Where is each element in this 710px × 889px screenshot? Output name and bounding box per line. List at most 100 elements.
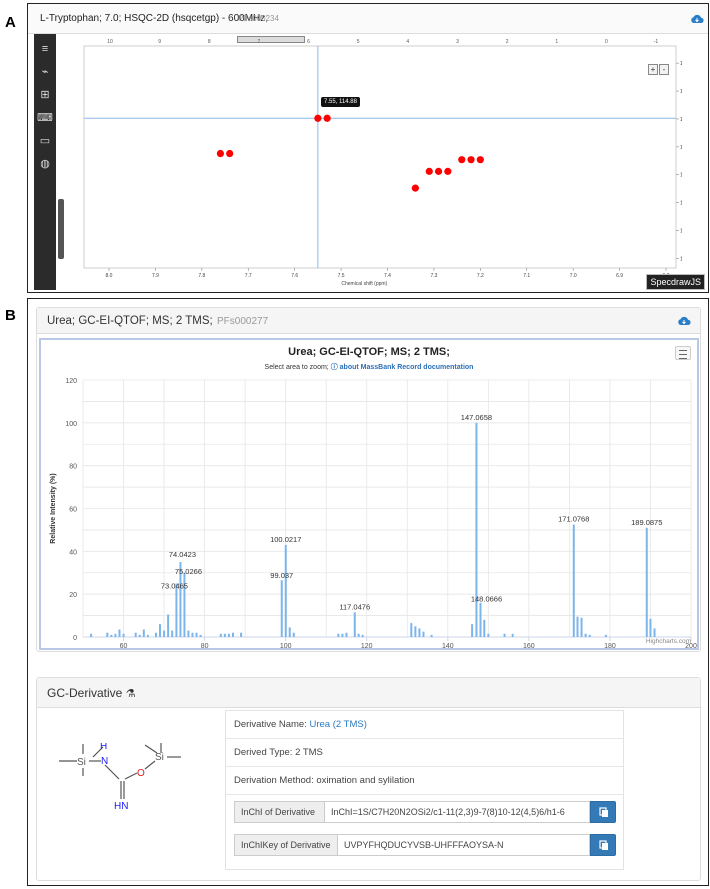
ms-peak-bar [649,618,652,637]
ms-peak-bar [357,633,360,637]
ms-peak-bar [284,544,287,637]
x-tick-label: 160 [523,643,535,648]
inchikey-field[interactable]: UVPYFHQDUCYVSB-UHFFFAOYSA-N [338,834,590,856]
documentation-link[interactable]: about MassBank Record documentation [339,364,474,371]
cloud-download-icon[interactable] [677,316,691,326]
ms-peak-bar [146,634,149,637]
ms-peak-bar [240,632,243,637]
y-tick-label: 100 [65,421,77,428]
right-tick-label: 110 [680,89,682,95]
right-tick-label: 135 [680,229,682,235]
inchi-group: InChI of Derivative InChI=1S/C7H20N2OSi2… [234,801,616,823]
bottom-tick-label: 7.8 [198,273,205,279]
derivation-method-row: Derivation Method: oximation and sylilat… [226,767,623,795]
bottom-tick-label: 8.0 [106,273,113,279]
x-tick-label: 140 [442,643,454,648]
derivative-name-link[interactable]: Urea (2 TMS) [309,719,367,730]
copy-inchi-button[interactable] [590,801,616,823]
globe-icon[interactable]: ◍ [40,158,50,170]
right-tick-label: 115 [680,117,682,123]
right-tick-label: 130 [680,201,682,207]
highcharts-credit[interactable]: Highcharts.com [645,638,691,645]
panel-a-hsqc: L-Tryptophan; 7.0; HSQC-2D (hsqcetgp) - … [27,3,709,293]
hsqc-peak [226,149,234,158]
bottom-tick-label: 7.4 [384,273,391,279]
spectrum-card-header: Urea; GC-EI-QTOF; MS; 2 TMS; PFs000277 [37,308,700,334]
derivative-card: GC-Derivative ⚗ Si H N O Si [36,677,701,881]
grid-icon[interactable]: ⊞ [40,89,50,101]
specdraw-badge[interactable]: SpecdrawJS [646,274,705,290]
inchi-label: InChI of Derivative [234,801,325,823]
y-tick-label: 20 [69,592,77,599]
ms-peak-bar [195,632,198,637]
ms-peak-bar [588,634,591,637]
toolbar-sidebar: ≡ ⌁ ⊞ ⌨ ▭ ◍ [34,34,56,290]
right-tick-label: 120 [680,145,682,151]
cloud-download-icon[interactable] [690,14,704,24]
copy-icon [599,807,608,817]
ms-peak-bar [114,633,117,637]
bottom-tick-label: 7.3 [430,273,437,279]
ms-peak-bar [167,614,170,637]
ms-peak-bar [422,631,425,637]
monitor-icon[interactable]: ▭ [39,135,51,147]
y-tick-label: 60 [69,507,77,514]
atom-h: H [100,743,107,752]
ms-peak-bar [353,612,356,637]
x-tick-label: 80 [201,643,209,648]
derived-type-row: Derived Type: 2 TMS [226,739,623,767]
zoom-controls: + - [648,59,670,77]
plot-frame [83,45,677,269]
derivative-card-title: GC-Derivative ⚗ [47,686,136,700]
chart-menu-button[interactable] [675,346,691,360]
atom-n: N [101,756,108,767]
ms-peak-bar [580,617,583,637]
atom-si-1: Si [77,757,86,768]
top-tick-label: 6 [307,39,310,45]
top-tick-label: 7 [258,39,261,45]
peak-label: 117.0476 [339,602,370,611]
atom-hn: HN [114,801,128,812]
derivative-name-row: Derivative Name: Urea (2 TMS) [226,711,623,739]
bottom-tick-label: 7.6 [291,273,298,279]
ms-peak-bar [118,629,121,637]
ms-peak-bar [159,624,162,637]
ms-peak-bar [430,634,433,637]
hsqc-peak [476,156,484,164]
inchikey-label: InChIKey of Derivative [234,834,338,856]
copy-inchikey-button[interactable] [590,834,616,856]
x-tick-label: 180 [604,643,616,648]
ms-plot-area[interactable]: 0204060801001206080100120140160180200m/z… [41,340,697,648]
panel-b-ms: Urea; GC-EI-QTOF; MS; 2 TMS; PFs000277 U… [27,298,709,886]
ms-peak-bar [191,632,194,637]
ms-peak-bar [154,632,157,637]
bottom-tick-label: 7.1 [523,273,530,279]
top-tick-label: 10 [107,39,113,45]
derivation-method-text: Derivation Method: oximation and sylilat… [234,775,415,786]
keyboard-icon[interactable]: ⌨ [37,112,53,124]
ms-peak-bar [471,624,474,637]
derivative-structure: Si H N O Si HN [59,743,181,812]
ms-peak-bar [227,633,230,637]
ms-chart[interactable]: Urea; GC-EI-QTOF; MS; 2 TMS; Select area… [39,338,699,650]
layers-icon[interactable]: ≡ [41,43,49,55]
zoom-out-button[interactable]: - [659,64,669,75]
inchi-field[interactable]: InChI=1S/C7H20N2OSi2/c1-11(2,3)9-7(8)10-… [325,801,590,823]
zoom-hint: Select area to zoom; [264,364,329,371]
ms-peak-bar [179,562,182,637]
atom-si-2: Si [155,752,164,763]
ms-peak-bar [337,633,340,637]
chart-line-icon[interactable]: ⌁ [41,66,49,78]
vertical-scroll-handle[interactable] [58,199,64,259]
zoom-in-button[interactable]: + [648,64,658,75]
hsqc-spectrum-plot[interactable]: 10 9 8 7 6 5 4 3 2 1 0 -18.0 7.9 7.8 7.7 7.6 7.5 7.4 7.3 7.… [64,36,682,288]
hsqc-peak [411,184,419,192]
bottom-tick-label: 7.0 [570,273,577,279]
x-axis-label: Chemical shift (ppm) [341,281,387,287]
ms-peak-bar [418,628,421,637]
peak-label: 171.0768 [558,515,589,524]
horizontal-scroll-thumb[interactable] [237,36,305,43]
top-tick-label: 1 [555,39,558,45]
ms-peak-bar [483,619,486,637]
top-tick-label: -1 [654,39,659,45]
